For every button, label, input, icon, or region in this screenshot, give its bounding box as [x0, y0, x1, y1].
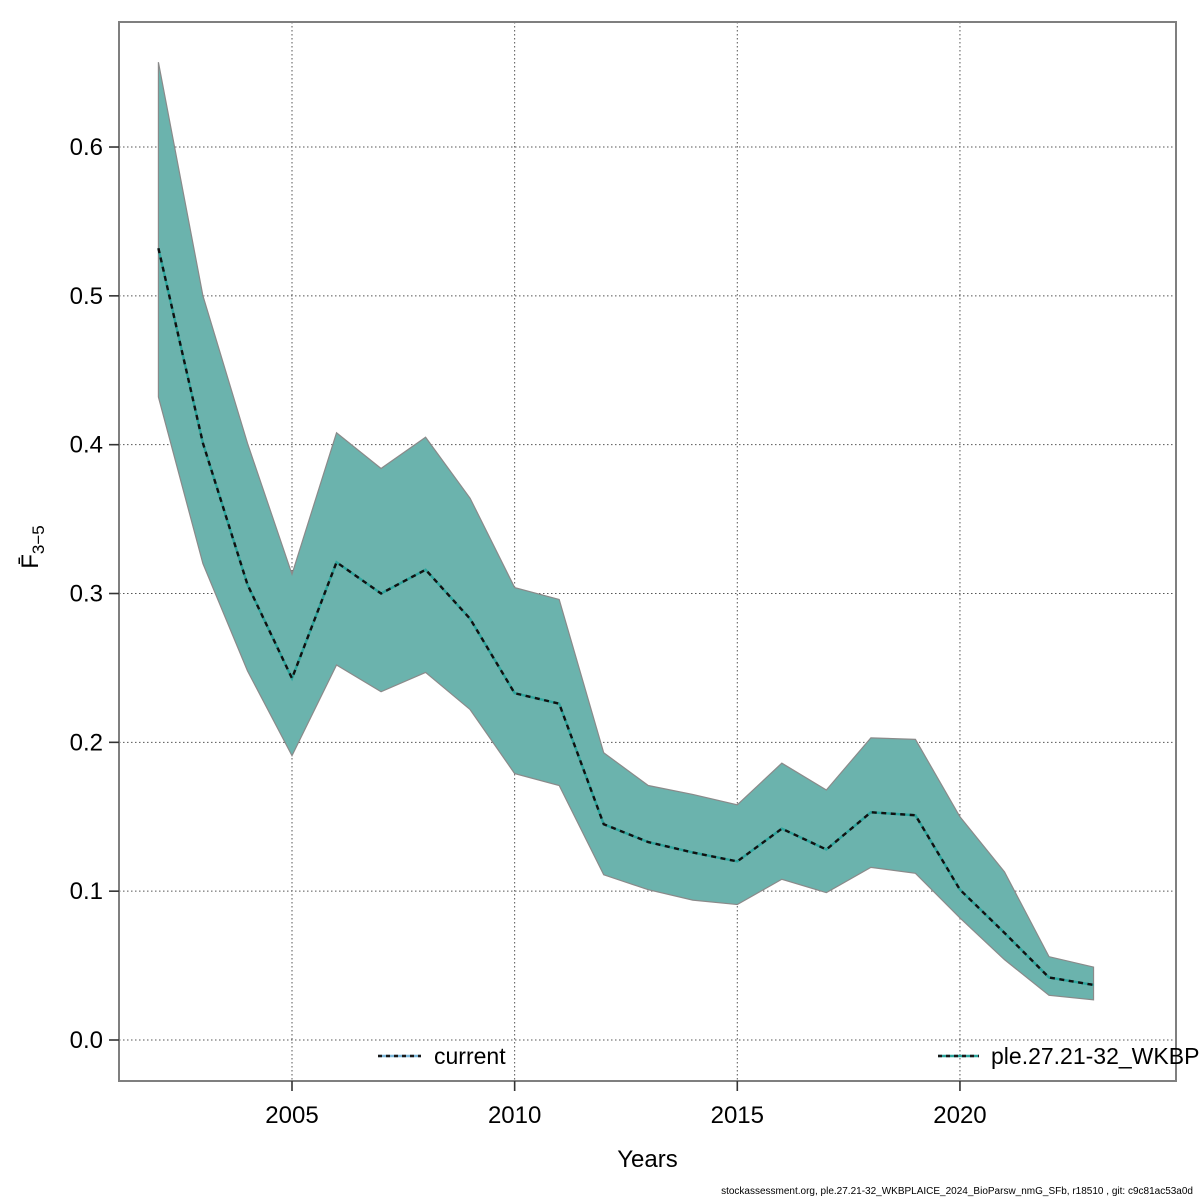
y-tick-label: 0.0	[70, 1027, 103, 1054]
x-tick-label: 2015	[711, 1102, 764, 1129]
y-tick-label: 0.3	[70, 581, 103, 608]
x-tick-label: 2005	[265, 1102, 318, 1129]
y-tick-label: 0.6	[70, 134, 103, 161]
confidence-band	[157, 62, 1095, 1001]
y-tick-label: 0.4	[70, 432, 103, 459]
footer-run-info: stockassessment.org, ple.27.21-32_WKBPLA…	[721, 1186, 1193, 1197]
x-tick-label: 2010	[488, 1102, 541, 1129]
y-axis-title: F̄3−5	[17, 525, 48, 569]
y-tick-label: 0.5	[70, 283, 103, 310]
plot-frame	[118, 21, 1177, 1082]
x-tick-label: 2020	[933, 1102, 986, 1129]
legend-current-label: current	[434, 1043, 506, 1069]
median-line-dashed	[157, 247, 1094, 987]
y-tick-label: 0.2	[70, 729, 103, 756]
y-tick-label: 0.1	[70, 878, 103, 905]
x-axis-title: Years	[617, 1146, 678, 1173]
legend-stock-label: ple.27.21-32_WKBP	[991, 1043, 1199, 1069]
